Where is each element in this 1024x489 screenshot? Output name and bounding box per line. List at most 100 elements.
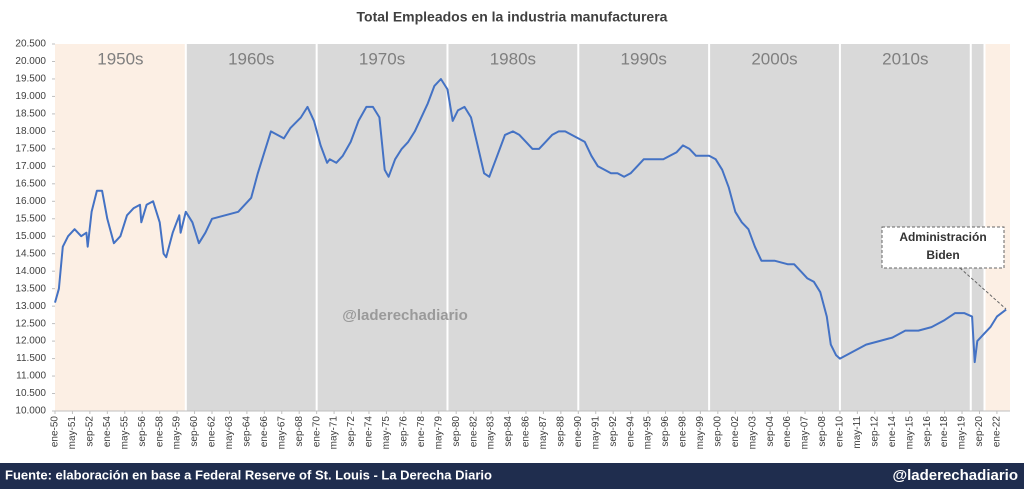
x-tick-label: may-07 — [800, 416, 811, 450]
y-tick-label: 17.000 — [15, 161, 46, 172]
x-tick-label: ene-10 — [835, 416, 846, 448]
x-tick-label: ene-98 — [678, 416, 689, 448]
annotation-box — [881, 226, 1005, 269]
period-label: 1960s — [228, 49, 274, 68]
y-tick-label: 10.000 — [15, 406, 46, 417]
period-label: 2010s — [882, 49, 928, 68]
period-band — [447, 44, 579, 411]
x-tick-label: ene-18 — [939, 416, 950, 448]
x-tick-label: may-83 — [486, 416, 497, 450]
y-tick-label: 19.500 — [15, 74, 46, 85]
footer-source: Fuente: elaboración en base a Federal Re… — [5, 467, 492, 482]
x-tick-label: sep-88 — [555, 416, 566, 447]
x-tick-label: ene-78 — [416, 416, 427, 448]
x-tick-label: sep-20 — [974, 416, 985, 447]
x-tick-label: may-71 — [329, 416, 340, 450]
x-tick-label: may-75 — [381, 416, 392, 450]
y-tick-label: 17.500 — [15, 143, 46, 154]
y-tick-label: 11.500 — [16, 353, 46, 364]
x-tick-label: sep-16 — [922, 416, 933, 447]
x-tick-label: may-67 — [276, 416, 287, 450]
period-band — [709, 44, 840, 411]
x-tick-label: sep-12 — [869, 416, 880, 447]
period-label: 1980s — [490, 49, 536, 68]
x-tick-label: ene-22 — [992, 416, 1003, 448]
x-tick-label: ene-74 — [364, 416, 375, 448]
x-tick-label: may-19 — [957, 416, 968, 450]
annotation-text: Administración — [899, 230, 986, 244]
x-tick-label: ene-02 — [730, 416, 741, 448]
x-tick-label: may-15 — [904, 416, 915, 450]
y-tick-label: 18.500 — [15, 109, 46, 120]
x-tick-label: ene-94 — [625, 416, 636, 448]
x-tick-label: ene-70 — [311, 416, 322, 448]
plot: 1950s 1960s 1970s 1980s 1990s 2000s 2010s 10.00… — [15, 39, 1010, 450]
period-band — [316, 44, 448, 411]
period-label: 1970s — [359, 49, 405, 68]
y-tick-label: 16.500 — [15, 178, 46, 189]
y-tick-label: 12.500 — [15, 318, 46, 329]
x-tick-label: ene-82 — [468, 416, 479, 448]
period-band — [578, 44, 710, 411]
x-tick-label: may-95 — [643, 416, 654, 450]
x-tick-label: sep-68 — [294, 416, 305, 447]
x-tick-label: may-11 — [852, 416, 863, 449]
annotation-arrow — [959, 267, 1007, 310]
y-tick-label: 14.000 — [15, 266, 46, 277]
period-band — [55, 44, 186, 411]
x-tick-label: sep-60 — [189, 416, 200, 447]
x-tick-label: sep-96 — [660, 416, 671, 447]
period-label: 1950s — [97, 49, 143, 68]
y-tick-label: 20.500 — [15, 39, 46, 50]
y-tick-label: 15.500 — [15, 213, 46, 224]
x-tick-label: ene-86 — [521, 416, 532, 448]
watermark: @laderechadiario — [342, 307, 468, 324]
y-tick-label: 11.000 — [16, 371, 46, 382]
period-band — [185, 44, 317, 411]
period-label: 2000s — [751, 49, 797, 68]
y-tick-label: 19.000 — [15, 91, 46, 102]
y-tick-label: 15.000 — [15, 231, 46, 242]
period-label: 1990s — [621, 49, 667, 68]
x-tick-label: may-99 — [695, 416, 706, 450]
x-tick-label: sep-80 — [451, 416, 462, 447]
x-tick-label: sep-76 — [399, 416, 410, 447]
x-tick-label: may-79 — [433, 416, 444, 450]
x-tick-label: ene-62 — [207, 416, 218, 448]
x-tick-label: sep-84 — [503, 416, 514, 447]
x-tick-label: ene-14 — [887, 416, 898, 448]
y-tick-label: 14.500 — [15, 248, 46, 259]
x-tick-label: ene-66 — [259, 416, 270, 448]
x-tick-label: ene-58 — [154, 416, 165, 448]
footer-bar — [0, 463, 1024, 489]
x-tick-label: may-91 — [590, 416, 601, 450]
y-tick-label: 16.000 — [15, 196, 46, 207]
x-tick-label: may-03 — [747, 416, 758, 450]
annotation-text: Biden — [926, 248, 959, 262]
x-tick-label: may-51 — [67, 416, 78, 450]
x-tick-label: ene-06 — [782, 416, 793, 448]
y-tick-label: 13.000 — [15, 301, 46, 312]
x-tick-label: ene-50 — [50, 416, 61, 448]
x-tick-label: sep-00 — [712, 416, 723, 447]
x-tick-label: sep-64 — [242, 416, 253, 447]
x-tick-label: sep-52 — [85, 416, 96, 447]
x-tick-label: sep-72 — [346, 416, 357, 447]
x-tick-label: sep-92 — [608, 416, 619, 447]
x-tick-label: may-59 — [172, 416, 183, 450]
chart-title: Total Empleados en la industria manufact… — [357, 9, 668, 25]
x-tick-label: sep-08 — [817, 416, 828, 447]
x-tick-label: sep-04 — [765, 416, 776, 447]
y-tick-label: 20.000 — [15, 56, 46, 67]
y-tick-label: 13.500 — [15, 283, 46, 294]
y-tick-label: 12.000 — [15, 336, 46, 347]
x-tick-label: may-63 — [224, 416, 235, 450]
x-tick-label: sep-56 — [137, 416, 148, 447]
x-tick-label: ene-54 — [102, 416, 113, 448]
footer-handle: @laderechadiario — [892, 467, 1018, 484]
y-tick-label: 10.500 — [15, 388, 46, 399]
data-line — [54, 78, 1007, 364]
x-tick-label: may-87 — [538, 416, 549, 450]
